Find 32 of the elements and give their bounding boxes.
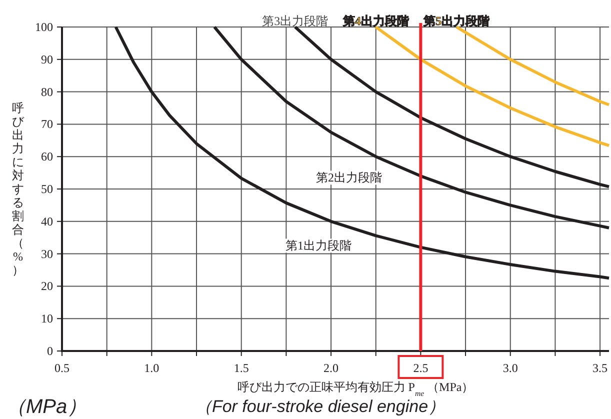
y-tick-label: 70 [41,117,53,132]
series-label: 第1出力段階 [285,238,352,253]
line-series [374,26,610,148]
x-tick-label: 2.5 [413,361,428,375]
y-tick-label: 40 [41,214,53,228]
line-series [212,26,610,230]
y-tick-label: 90 [41,52,53,66]
series-label: 第3出力段階 [262,14,328,28]
text: 呼び出力に対する割合（%） [12,101,24,277]
x-tick-label: 1.0 [144,361,160,375]
y-tick-label: 60 [41,150,53,164]
y-tick-label: 80 [41,84,53,99]
x-tick-label: 2.0 [324,361,339,375]
series-label: 第5出力段階 [422,14,491,28]
y-tick-label: 10 [41,312,53,326]
x-tick-label: 3.5 [592,361,608,375]
text: （MPa） [6,396,88,418]
line-series [114,26,610,280]
text: （For four-stroke diesel engine） [194,397,446,416]
y-tick-label: 50 [41,182,53,196]
line-series [455,26,610,106]
y-tick-label: 100 [35,20,53,34]
y-tick-label: 30 [41,246,53,261]
y-tick-label: 20 [41,279,53,294]
line-series [294,26,610,188]
x-tick-label: 0.5 [54,361,70,375]
y-tick-label: 0 [47,344,53,358]
x-tick-label: 3.0 [502,361,518,375]
x-tick-label: 1.5 [234,361,249,375]
x-axis-title: 呼び出力での正味平均有効圧力 P$_{me}$ （MPa） [237,380,474,398]
series-label: 第2出力段階 [316,170,382,185]
series-label: 第4出力段階 [342,14,410,28]
